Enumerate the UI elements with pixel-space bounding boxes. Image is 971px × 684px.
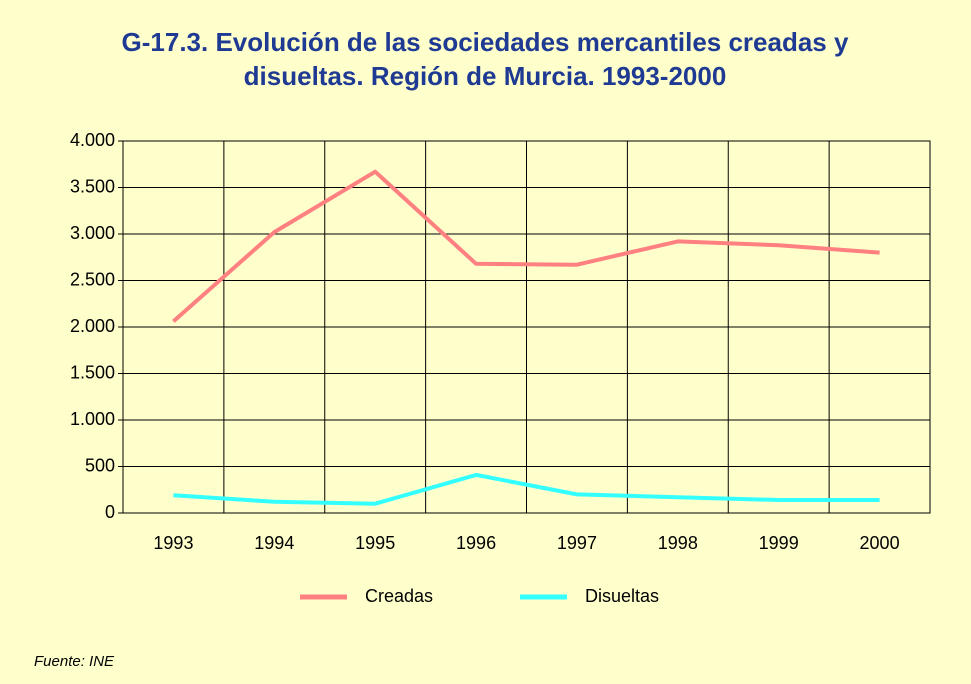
y-tick-label: 2.500 — [70, 269, 115, 289]
x-tick-label: 1995 — [355, 533, 395, 553]
y-tick-label: 4.000 — [70, 130, 115, 150]
y-tick-label: 1.000 — [70, 409, 115, 429]
y-tick-label: 1.500 — [70, 362, 115, 382]
legend-label: Disueltas — [585, 586, 659, 606]
x-tick-label: 1999 — [759, 533, 799, 553]
source-note: Fuente: INE — [34, 653, 115, 670]
x-tick-label: 1997 — [557, 533, 597, 553]
x-tick-label: 1998 — [658, 533, 698, 553]
series-line — [173, 472, 880, 506]
y-tick-label: 2.000 — [70, 316, 115, 336]
chart-title: disueltas. Región de Murcia. 1993-2000 — [244, 61, 727, 91]
y-tick-label: 3.500 — [70, 176, 115, 196]
y-tick-label: 0 — [105, 502, 115, 522]
y-tick-label: 500 — [85, 455, 115, 475]
series-line — [172, 169, 880, 323]
x-tick-label: 2000 — [860, 533, 900, 553]
y-tick-label: 3.000 — [70, 223, 115, 243]
chart-title: G-17.3. Evolución de las sociedades merc… — [122, 27, 849, 57]
x-tick-label: 1996 — [456, 533, 496, 553]
x-tick-label: 1993 — [153, 533, 193, 553]
x-tick-label: 1994 — [254, 533, 294, 553]
legend-label: Creadas — [365, 586, 433, 606]
